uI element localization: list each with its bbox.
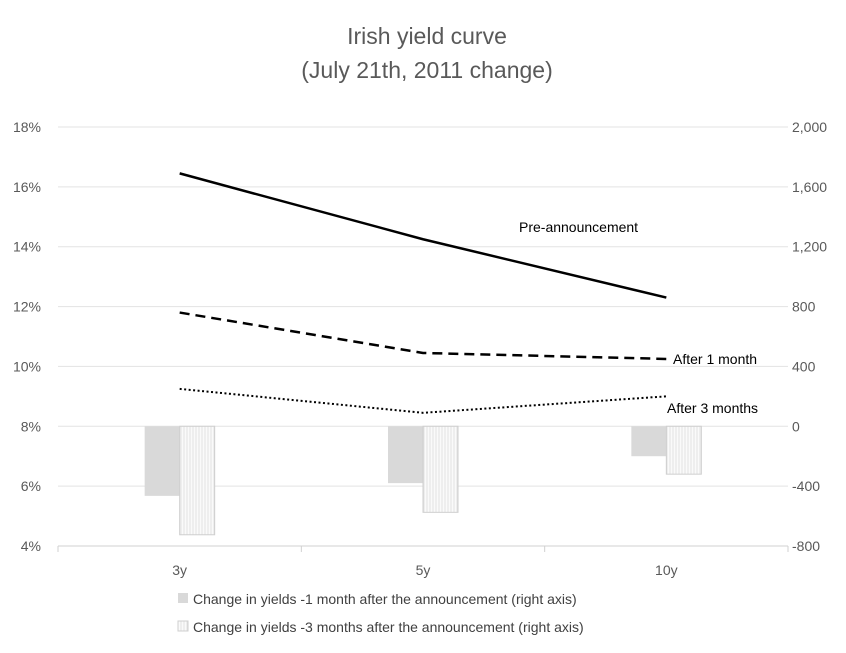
right-y-axis: -800 -400 0 400 800 1,200 1,600 2,000 [792, 119, 827, 554]
right-tick-label: -400 [792, 478, 820, 494]
legend-swatch [178, 593, 188, 603]
right-tick-label: 2,000 [792, 119, 827, 135]
left-tick-label: 16% [13, 179, 41, 195]
bar-three-months [665, 425, 702, 475]
bars [144, 425, 702, 536]
bar-one-month [631, 426, 667, 457]
left-tick-label: 18% [13, 119, 41, 135]
bar-one-month [144, 426, 180, 496]
x-axis: 3y 5y 10y [57, 545, 789, 578]
bar-three-months [422, 425, 459, 513]
x-tick-label: 10y [655, 562, 678, 578]
x-tick-label: 3y [172, 562, 187, 578]
right-tick-label: 0 [792, 418, 800, 434]
left-tick-label: 6% [21, 478, 41, 494]
right-tick-label: 800 [792, 299, 816, 315]
left-tick-label: 4% [21, 538, 41, 554]
left-tick-label: 10% [13, 358, 41, 374]
chart-subtitle: (July 21th, 2011 change) [301, 57, 552, 83]
legend-label: Change in yields -1 month after the anno… [193, 591, 577, 607]
after-1-month-line [179, 311, 667, 361]
legend-label: Change in yields -3 months after the ann… [193, 619, 584, 635]
right-tick-label: 400 [792, 358, 816, 374]
bar-three-months [179, 425, 216, 536]
after-1-month-label: After 1 month [673, 351, 757, 367]
right-tick-label: -800 [792, 538, 820, 554]
after-3-months-label: After 3 months [667, 400, 758, 416]
right-tick-label: 1,600 [792, 179, 827, 195]
pre-announcement-line [179, 172, 667, 299]
legend-swatch [177, 620, 189, 632]
x-tick-label: 5y [416, 562, 431, 578]
left-y-axis: 4% 6% 8% 10% 12% 14% 16% 18% [13, 119, 41, 554]
chart-title: Irish yield curve [347, 23, 507, 49]
left-tick-label: 12% [13, 299, 41, 315]
lines: Pre-announcement After 1 month After 3 mon… [179, 172, 758, 416]
legend: Change in yields -1 month after the anno… [177, 591, 584, 635]
after-3-months-line [179, 387, 667, 414]
left-tick-label: 8% [21, 418, 41, 434]
left-tick-label: 14% [13, 239, 41, 255]
right-tick-label: 1,200 [792, 239, 827, 255]
pre-announcement-label: Pre-announcement [519, 219, 638, 235]
bar-one-month [388, 426, 423, 484]
